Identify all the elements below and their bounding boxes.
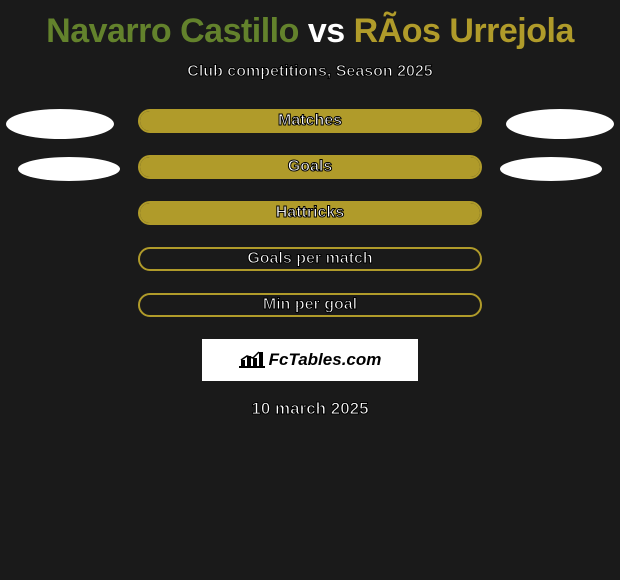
subtitle: Club competitions, Season 2025 xyxy=(0,63,620,81)
stat-label: Hattricks xyxy=(140,203,480,223)
date-text: 10 march 2025 xyxy=(0,399,620,419)
stat-bar-track: Goals per match xyxy=(138,247,482,271)
comparison-title: Navarro Castillo vs RÃ­os Urrejola xyxy=(0,0,620,51)
stat-bar-track: Min per goal xyxy=(138,293,482,317)
brand-chart-icon xyxy=(239,350,265,370)
brand-text: FcTables.com xyxy=(269,350,382,370)
stat-row: 53Matches xyxy=(0,109,620,133)
stat-label: Matches xyxy=(140,111,480,131)
stat-row: 00Goals xyxy=(0,155,620,179)
stats-container: 53Matches 00Goals 00Hattricks Goals per mat… xyxy=(0,109,620,317)
vs-separator: vs xyxy=(299,12,354,50)
stat-bar-track: 00Hattricks xyxy=(138,201,482,225)
stat-label: Goals per match xyxy=(140,249,480,269)
brand-box[interactable]: FcTables.com xyxy=(202,339,418,381)
stat-bar-track: 53Matches xyxy=(138,109,482,133)
stat-label: Min per goal xyxy=(140,295,480,315)
player1-name: Navarro Castillo xyxy=(46,12,299,50)
stat-label: Goals xyxy=(140,157,480,177)
stat-row: 00Hattricks xyxy=(0,201,620,225)
stat-row: Min per goal xyxy=(0,293,620,317)
stat-bar-track: 00Goals xyxy=(138,155,482,179)
player2-name: RÃ­os Urrejola xyxy=(354,12,574,50)
stat-row: Goals per match xyxy=(0,247,620,271)
